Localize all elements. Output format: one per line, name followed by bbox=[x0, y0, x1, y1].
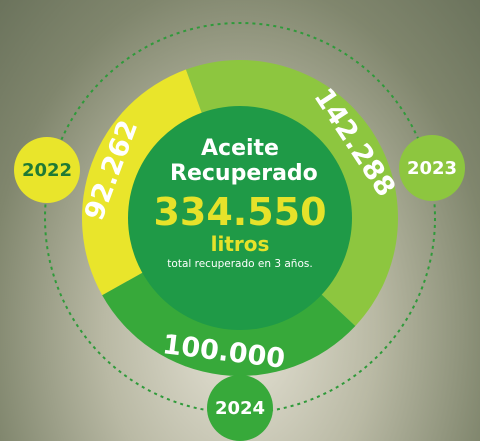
category-label: 2024 bbox=[215, 398, 265, 419]
chart-title: Aceite Recuperado bbox=[170, 136, 318, 186]
year-badge bbox=[399, 135, 465, 201]
unit: litros bbox=[210, 232, 270, 256]
subtitle: total recuperado en 3 años. bbox=[167, 258, 313, 270]
center-disc bbox=[128, 106, 352, 330]
category-label: 2023 bbox=[407, 158, 457, 179]
year-badge bbox=[14, 137, 80, 203]
dashed-ring bbox=[44, 22, 436, 414]
category-label: 2022 bbox=[22, 160, 72, 181]
year-badge bbox=[207, 375, 273, 441]
total: 334.550 bbox=[153, 190, 327, 234]
